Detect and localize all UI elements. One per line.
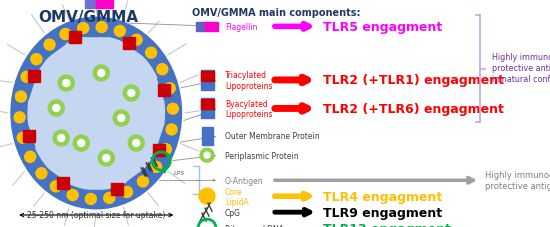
Bar <box>157 127 178 152</box>
Circle shape <box>118 115 125 122</box>
FancyBboxPatch shape <box>153 144 165 156</box>
Circle shape <box>51 181 62 192</box>
Circle shape <box>204 153 210 158</box>
Circle shape <box>31 54 42 65</box>
Circle shape <box>114 26 125 37</box>
Text: LPS: LPS <box>173 170 185 175</box>
Ellipse shape <box>11 18 182 209</box>
Text: OMV/GMMA main components:: OMV/GMMA main components: <box>192 8 360 18</box>
FancyBboxPatch shape <box>28 71 40 83</box>
FancyBboxPatch shape <box>85 0 96 9</box>
Circle shape <box>122 187 133 197</box>
Circle shape <box>67 190 78 201</box>
Circle shape <box>94 66 109 82</box>
Circle shape <box>58 135 65 142</box>
Circle shape <box>103 155 110 162</box>
Circle shape <box>36 168 47 179</box>
Circle shape <box>78 23 89 35</box>
Circle shape <box>200 148 214 163</box>
Bar <box>39 34 65 58</box>
Bar <box>39 169 65 193</box>
Circle shape <box>166 124 177 135</box>
Circle shape <box>146 48 157 59</box>
Text: OMV/GMMA: OMV/GMMA <box>38 10 138 25</box>
FancyBboxPatch shape <box>201 100 213 110</box>
FancyBboxPatch shape <box>201 99 213 119</box>
Circle shape <box>157 64 168 75</box>
FancyBboxPatch shape <box>23 131 35 143</box>
FancyBboxPatch shape <box>158 84 170 96</box>
Circle shape <box>73 135 89 151</box>
Circle shape <box>123 86 139 101</box>
FancyBboxPatch shape <box>201 72 213 81</box>
Circle shape <box>96 22 107 33</box>
FancyBboxPatch shape <box>69 32 81 44</box>
Circle shape <box>98 150 114 166</box>
Circle shape <box>53 131 69 146</box>
Bar <box>157 75 178 100</box>
Text: TLR5 engagment: TLR5 engagment <box>323 21 442 34</box>
Circle shape <box>15 92 26 103</box>
FancyBboxPatch shape <box>96 0 113 9</box>
Circle shape <box>131 35 142 46</box>
Circle shape <box>199 188 215 204</box>
Circle shape <box>21 72 32 83</box>
Circle shape <box>113 111 129 126</box>
Circle shape <box>151 162 162 173</box>
Circle shape <box>128 90 135 97</box>
Bar <box>128 169 153 193</box>
Bar <box>85 190 107 204</box>
FancyBboxPatch shape <box>111 183 123 195</box>
FancyBboxPatch shape <box>201 127 212 145</box>
Circle shape <box>44 40 55 51</box>
Circle shape <box>138 176 148 187</box>
Circle shape <box>104 192 115 204</box>
FancyBboxPatch shape <box>57 178 69 190</box>
Text: Ribosomal RNA: Ribosomal RNA <box>225 224 284 227</box>
Text: Core
LipidA: Core LipidA <box>225 187 249 206</box>
Circle shape <box>14 112 25 123</box>
Text: Highly immunogenic and
protective antigens: Highly immunogenic and protective antige… <box>485 170 550 190</box>
Text: O-Antigen: O-Antigen <box>225 176 263 185</box>
Circle shape <box>167 104 178 115</box>
FancyBboxPatch shape <box>123 37 135 49</box>
Circle shape <box>98 70 104 77</box>
Text: TLR4 engagment: TLR4 engagment <box>323 190 442 203</box>
Circle shape <box>133 140 140 147</box>
Text: 25-250 nm (optimal size for uptake): 25-250 nm (optimal size for uptake) <box>27 210 166 219</box>
FancyBboxPatch shape <box>201 71 213 91</box>
Text: Byacylated
Lipoproteins: Byacylated Lipoproteins <box>225 99 272 119</box>
FancyBboxPatch shape <box>206 23 218 32</box>
Circle shape <box>161 144 172 155</box>
Circle shape <box>58 76 74 92</box>
Circle shape <box>48 101 64 116</box>
Text: TLR13 engagment: TLR13 engagment <box>323 222 451 227</box>
Circle shape <box>63 80 70 87</box>
Bar <box>15 75 35 100</box>
Circle shape <box>85 194 96 205</box>
Bar <box>85 23 107 37</box>
Text: TLR2 (+TLR1) engagment: TLR2 (+TLR1) engagment <box>323 74 504 87</box>
Circle shape <box>25 152 36 163</box>
Circle shape <box>53 105 60 112</box>
Text: Periplasmic Protein: Periplasmic Protein <box>225 151 299 160</box>
Text: Outer Membrane Protein: Outer Membrane Protein <box>225 132 320 141</box>
Text: CpG: CpG <box>225 208 241 217</box>
Text: Triacylated
Lipoproteins: Triacylated Lipoproteins <box>225 71 272 90</box>
Text: TLR2 (+TLR6) engagment: TLR2 (+TLR6) engagment <box>323 102 504 116</box>
Bar <box>128 34 153 58</box>
Text: Highly immunogenic and
protective antigens (proteins
in natural conformation): Highly immunogenic and protective antige… <box>492 53 550 84</box>
Circle shape <box>128 135 144 151</box>
Circle shape <box>164 83 175 94</box>
Ellipse shape <box>28 37 164 190</box>
Circle shape <box>17 133 28 144</box>
Circle shape <box>78 140 85 147</box>
Text: TLR9 engagment: TLR9 engagment <box>323 206 442 219</box>
Bar <box>15 127 35 152</box>
FancyBboxPatch shape <box>196 23 206 32</box>
Text: Flagellin: Flagellin <box>225 23 257 32</box>
Circle shape <box>60 30 71 40</box>
